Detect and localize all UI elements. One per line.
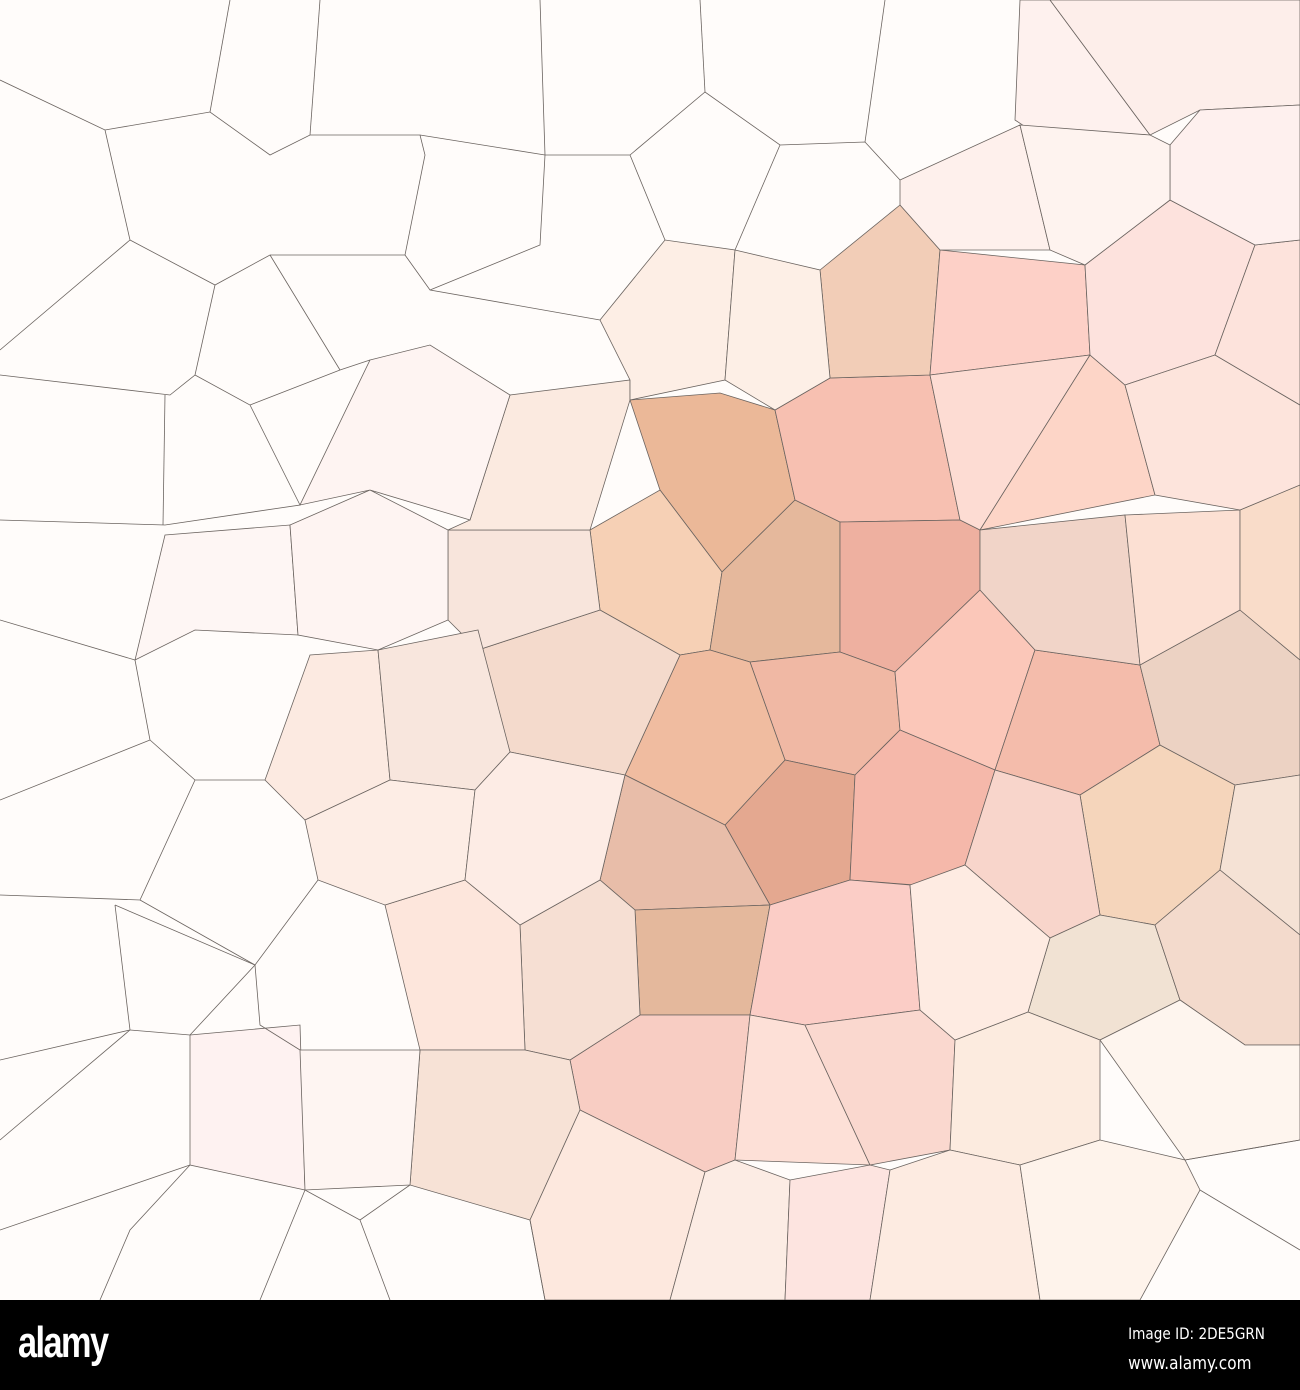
mosaic-cell bbox=[724, 249, 831, 411]
mosaic-cell bbox=[634, 904, 771, 1016]
image-meta: Image ID: 2DE5GRN www.alamy.com bbox=[1128, 1322, 1265, 1376]
mosaic-cell bbox=[899, 124, 1051, 251]
mosaic-edge bbox=[404, 134, 601, 321]
mosaic-cell bbox=[819, 204, 941, 379]
mosaic-cell bbox=[1219, 774, 1300, 936]
mosaic-cell bbox=[869, 1149, 1041, 1300]
mosaic-edge bbox=[0, 129, 131, 351]
mosaic-cell bbox=[134, 524, 299, 661]
mosaic-edge bbox=[254, 964, 301, 1051]
mosaic-edge bbox=[99, 1164, 191, 1300]
mosaic-edge bbox=[0, 904, 131, 1061]
mosaic-cell bbox=[979, 514, 1141, 666]
mosaic-edge bbox=[0, 79, 901, 181]
site-url: www.alamy.com bbox=[1128, 1353, 1252, 1374]
mosaic-edge bbox=[699, 0, 706, 93]
mosaic-edge bbox=[1184, 1139, 1300, 1161]
mosaic-edge bbox=[0, 284, 216, 396]
mosaic-edge bbox=[1199, 1189, 1300, 1251]
mosaic-edge bbox=[529, 1219, 546, 1300]
mosaic-edge bbox=[0, 619, 136, 661]
mosaic-edge bbox=[734, 144, 781, 251]
mosaic-edge bbox=[0, 374, 301, 526]
mosaic-edge bbox=[129, 239, 405, 286]
mosaic-edge bbox=[864, 0, 886, 143]
mosaic-edge bbox=[304, 1184, 411, 1221]
mosaic-cell bbox=[299, 344, 511, 521]
mosaic-cell bbox=[189, 1024, 306, 1191]
mosaic-edge bbox=[309, 0, 321, 136]
mosaic-edge bbox=[209, 0, 231, 113]
mosaic-edge bbox=[429, 154, 546, 291]
mosaic-cell bbox=[464, 751, 626, 926]
alamy-logo: alamy bbox=[18, 1318, 109, 1367]
mosaic-cell bbox=[909, 864, 1051, 1041]
mosaic-edge bbox=[0, 779, 196, 901]
mosaic-edge bbox=[0, 659, 151, 801]
mosaic-edge bbox=[269, 254, 341, 371]
mosaic-edge bbox=[359, 1219, 391, 1300]
mosaic-edge bbox=[162, 394, 166, 526]
mosaic-cell bbox=[299, 1049, 421, 1191]
watermark-footer: alamy Image ID: 2DE5GRN www.alamy.com bbox=[0, 1300, 1300, 1390]
mosaic-edge bbox=[629, 154, 666, 241]
mosaic-edge bbox=[149, 739, 265, 781]
mosaic-cell bbox=[1019, 124, 1171, 266]
mosaic-edge bbox=[139, 879, 319, 966]
mosaic-cell bbox=[1019, 1139, 1201, 1300]
mosaic-cell bbox=[929, 249, 1091, 376]
mosaic-edge bbox=[114, 904, 256, 966]
mosaic-cell bbox=[774, 374, 961, 523]
mosaic-cell bbox=[599, 239, 736, 401]
mosaic-edge bbox=[259, 1189, 306, 1300]
mosaic-edge bbox=[0, 1029, 131, 1141]
voronoi-mosaic bbox=[0, 0, 1300, 1300]
mosaic-edge bbox=[539, 0, 546, 156]
mosaic-cell bbox=[949, 1011, 1101, 1166]
image-id: Image ID: 2DE5GRN bbox=[1128, 1324, 1265, 1343]
mosaic-cell bbox=[289, 489, 449, 651]
mosaic-edge bbox=[129, 964, 256, 1036]
mosaic-edge bbox=[0, 1164, 191, 1231]
